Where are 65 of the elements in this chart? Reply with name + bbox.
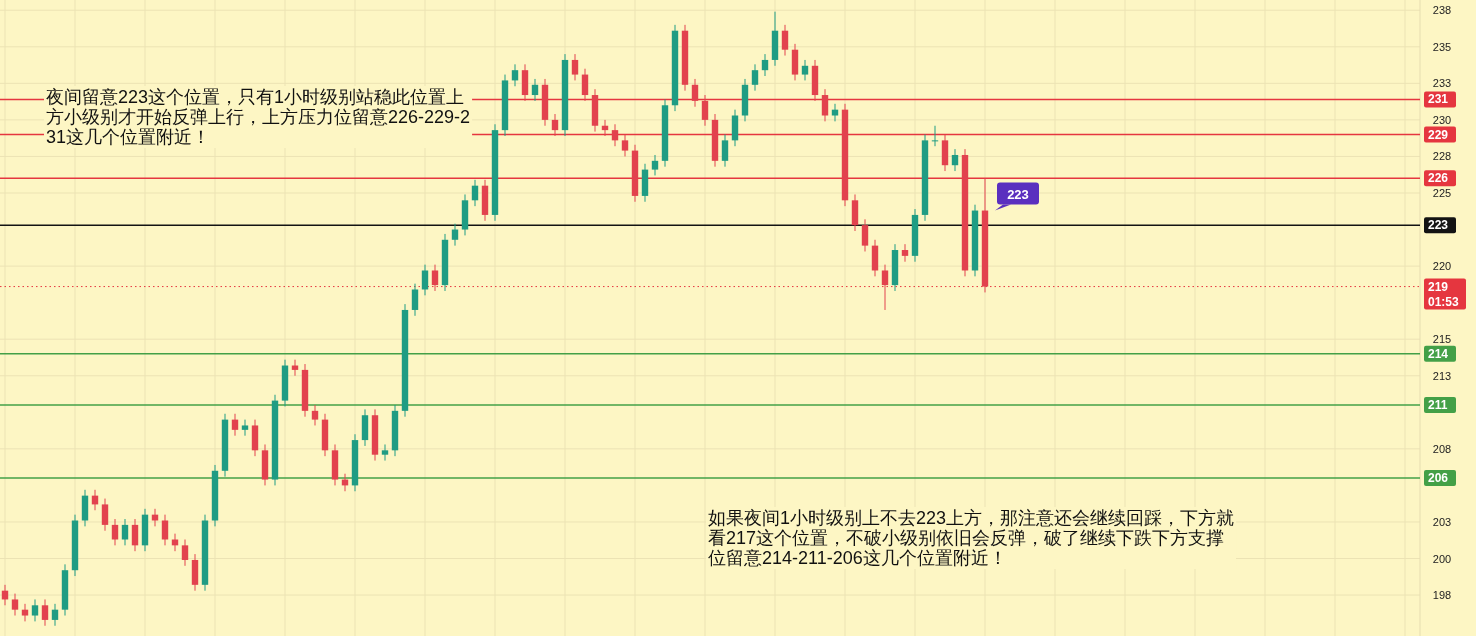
ref-line-label: 226 [1428, 171, 1449, 186]
candlestick [231, 413, 239, 437]
y-tick-label: 200 [1432, 552, 1452, 565]
candlestick [781, 24, 789, 57]
ref-line-label: 219 01:53 [1428, 279, 1460, 309]
candlestick [831, 103, 839, 122]
candlestick [431, 264, 439, 292]
candlestick [411, 283, 419, 317]
candlestick [451, 223, 459, 247]
y-tick-label: 233 [1432, 77, 1452, 90]
y-tick-label: 215 [1432, 333, 1452, 346]
candlestick [381, 443, 389, 462]
candlestick [721, 134, 729, 168]
candlestick [51, 603, 59, 627]
annotation: 如果夜间1小时级别上不去223上方，那注意还会继续回踩，下方就看217这个位置，不破小级别依旧会反弹，破了继续下跌下方支撑位留意214-211-206这几个位置附近！ [708, 508, 1235, 568]
candlestick [551, 113, 559, 137]
candlestick [101, 498, 109, 532]
annotation: 夜间留意223这个位置，只有1小时级别站稳此位置上方小级别才开始反弹上行，上方压力位留意226-229-231这几个位置附近！ [46, 87, 471, 147]
candlestick [951, 148, 959, 172]
candlestick [531, 78, 539, 102]
candlestick [161, 514, 169, 546]
candlestick [801, 59, 809, 81]
ref-line-label: 223 [1428, 218, 1449, 233]
candlestick [881, 264, 889, 311]
candlestick [931, 125, 939, 147]
candlestick [131, 518, 139, 552]
candlestick [761, 53, 769, 77]
candlestick [11, 593, 19, 617]
ref-line-label: 229 [1428, 127, 1449, 142]
y-tick-label: 220 [1432, 260, 1452, 273]
candlestick [651, 154, 659, 176]
candlestick [241, 419, 249, 437]
candlestick [691, 78, 699, 108]
candlestick [421, 264, 429, 296]
y-tick-label: 228 [1432, 150, 1452, 163]
candlestick [111, 518, 119, 546]
candlestick [121, 518, 129, 546]
candlestick [901, 243, 909, 263]
candlestick [751, 63, 759, 92]
y-tick-label: 238 [1432, 4, 1452, 17]
candlestick [701, 94, 709, 127]
y-tick-label: 203 [1432, 515, 1452, 528]
ref-line-label: 231 [1428, 92, 1449, 107]
y-tick-label: 198 [1432, 589, 1452, 602]
ref-line-label: 211 [1428, 397, 1448, 412]
candlestick [511, 63, 519, 87]
ref-line-label: 214 [1428, 346, 1449, 361]
annotation: 223 [1007, 186, 1029, 202]
candlestick [21, 603, 29, 622]
candlestick [821, 88, 829, 122]
candlestick [311, 404, 319, 426]
candlestick [571, 53, 579, 81]
ref-line-label: 206 [1428, 471, 1449, 486]
candlestick [31, 598, 39, 622]
candlestick [611, 123, 619, 147]
y-tick-label: 225 [1432, 186, 1452, 199]
candlestick [581, 68, 589, 102]
y-tick-label: 213 [1432, 369, 1452, 382]
candlestick [41, 598, 49, 627]
candlestick [861, 218, 869, 252]
y-tick-label: 208 [1432, 442, 1452, 455]
y-tick-label: 235 [1432, 40, 1452, 53]
y-tick-label: 230 [1432, 113, 1452, 126]
candlestick [621, 134, 629, 157]
candlestick [181, 539, 189, 567]
